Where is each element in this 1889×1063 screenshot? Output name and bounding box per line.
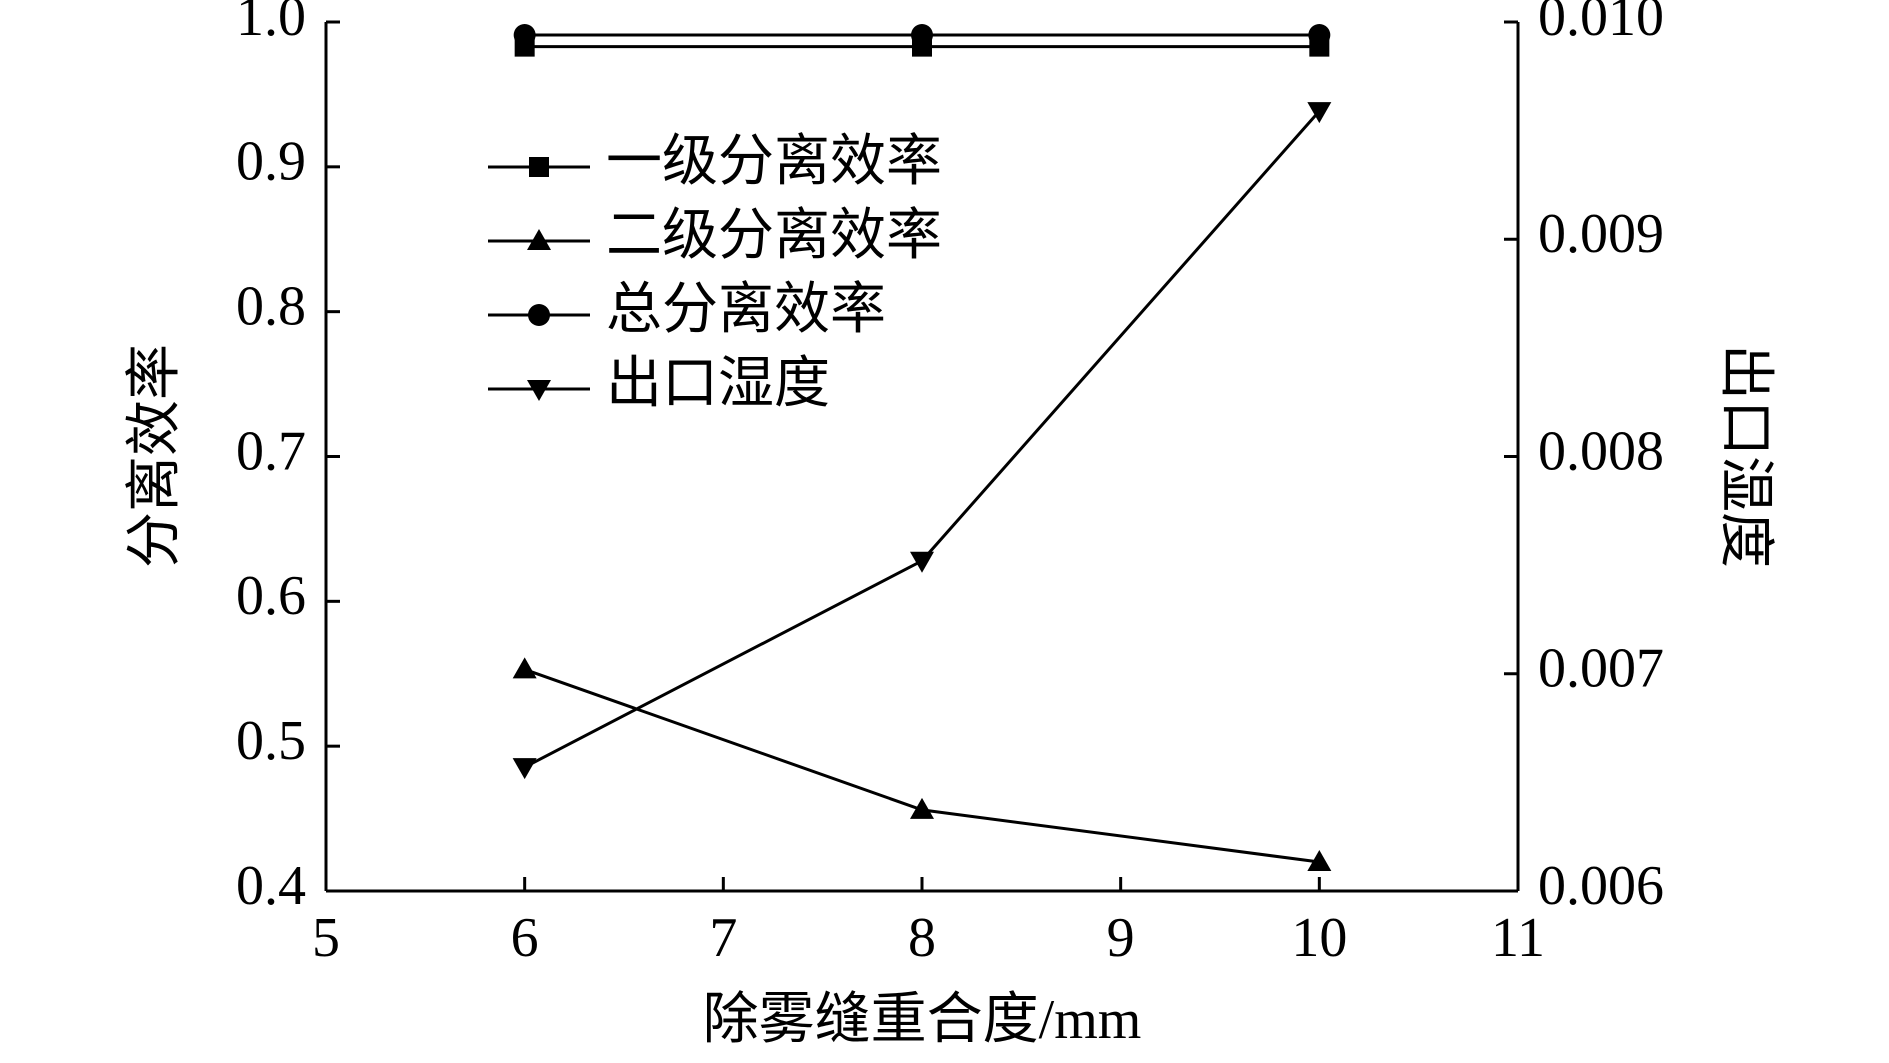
marker [513, 24, 536, 47]
marker [512, 758, 537, 780]
marker [1307, 102, 1332, 124]
legend-marker [528, 304, 550, 326]
legend-marker [529, 157, 549, 177]
y-tick-label: 0.4 [236, 855, 306, 917]
x-tick-label: 10 [1291, 907, 1347, 969]
y-tick-label: 0.5 [236, 710, 306, 772]
legend-label: 二级分离效率 [606, 205, 942, 267]
marker [1307, 850, 1332, 872]
legend-label: 出口湿度 [606, 353, 830, 415]
x-tick-label: 6 [511, 907, 539, 969]
y-tick-label: 1.0 [236, 0, 306, 48]
y2-tick-label: 0.007 [1538, 638, 1664, 700]
y-tick-label: 0.8 [236, 276, 306, 338]
marker [911, 24, 933, 47]
legend-label: 一级分离效率 [606, 131, 942, 193]
x-tick-label: 8 [908, 907, 936, 969]
marker [910, 797, 934, 819]
y-tick-label: 0.6 [236, 565, 306, 627]
y2-tick-label: 0.008 [1538, 420, 1664, 482]
y2-tick-label: 0.010 [1538, 0, 1664, 48]
legend-marker [527, 229, 551, 250]
legend-label: 总分离效率 [606, 279, 886, 341]
marker [1308, 24, 1331, 47]
series-line [524, 667, 1320, 864]
marker [910, 551, 934, 573]
y2-tick-label: 0.009 [1538, 203, 1664, 265]
marker [512, 657, 537, 679]
x-tick-label: 11 [1491, 907, 1545, 969]
y-tick-label: 0.7 [236, 420, 306, 482]
y2-axis-label: 出口湿度 [1714, 344, 1776, 568]
legend-marker [527, 380, 551, 401]
x-tick-label: 7 [709, 907, 737, 969]
y2-tick-label: 0.006 [1538, 855, 1664, 917]
x-axis-label: 除雾缝重合度/mm [703, 989, 1142, 1051]
y-axis-label: 分离效率 [124, 344, 186, 568]
x-tick-label: 9 [1107, 907, 1135, 969]
x-tick-label: 5 [312, 907, 340, 969]
y-tick-label: 0.9 [236, 131, 306, 193]
